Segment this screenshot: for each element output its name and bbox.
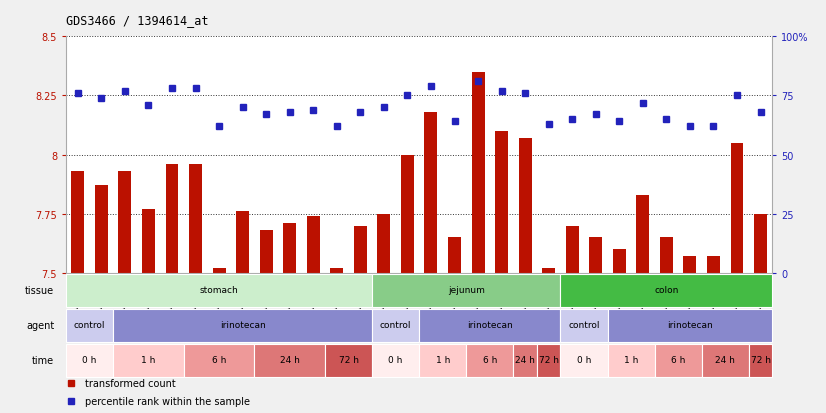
Bar — [448, 238, 461, 273]
Text: 6 h: 6 h — [212, 355, 226, 364]
Bar — [66, 309, 113, 342]
Bar — [537, 344, 561, 377]
Text: agent: agent — [26, 320, 55, 331]
Text: 24 h: 24 h — [515, 355, 535, 364]
Bar — [118, 172, 131, 273]
Bar — [425, 113, 438, 273]
Bar — [165, 165, 178, 273]
Text: GDS3466 / 1394614_at: GDS3466 / 1394614_at — [66, 14, 209, 27]
Bar — [608, 344, 655, 377]
Bar — [259, 231, 273, 273]
Bar — [113, 309, 373, 342]
Bar — [613, 250, 626, 273]
Text: stomach: stomach — [200, 286, 239, 294]
Bar — [702, 344, 749, 377]
Bar — [254, 344, 325, 377]
Text: 72 h: 72 h — [751, 355, 771, 364]
Bar — [95, 186, 108, 273]
Text: control: control — [568, 320, 600, 330]
Bar — [589, 238, 602, 273]
Text: 0 h: 0 h — [83, 355, 97, 364]
Bar — [283, 224, 297, 273]
Bar — [561, 274, 772, 308]
Text: 0 h: 0 h — [388, 355, 403, 364]
Bar — [71, 172, 84, 273]
Bar — [401, 155, 414, 273]
Bar — [189, 165, 202, 273]
Text: 24 h: 24 h — [715, 355, 735, 364]
Bar — [466, 344, 514, 377]
Bar — [749, 344, 772, 377]
Bar — [372, 309, 420, 342]
Bar — [730, 143, 743, 273]
Text: colon: colon — [654, 286, 679, 294]
Bar — [561, 309, 608, 342]
Text: control: control — [380, 320, 411, 330]
Bar — [472, 73, 485, 273]
Bar — [420, 309, 561, 342]
Bar — [707, 257, 720, 273]
Bar — [542, 268, 555, 273]
Bar — [372, 274, 561, 308]
Text: 1 h: 1 h — [624, 355, 638, 364]
Bar — [561, 344, 608, 377]
Text: tissue: tissue — [25, 286, 55, 296]
Text: 6 h: 6 h — [671, 355, 686, 364]
Bar — [566, 226, 579, 273]
Bar — [142, 209, 155, 273]
Text: irinotecan: irinotecan — [667, 320, 713, 330]
Text: irinotecan: irinotecan — [467, 320, 513, 330]
Text: 0 h: 0 h — [577, 355, 591, 364]
Bar — [183, 344, 254, 377]
Bar — [325, 344, 372, 377]
Bar — [66, 274, 372, 308]
Bar — [212, 268, 225, 273]
Bar — [683, 257, 696, 273]
Bar — [420, 344, 466, 377]
Text: 24 h: 24 h — [280, 355, 300, 364]
Bar — [306, 217, 320, 273]
Bar — [495, 132, 508, 273]
Bar — [660, 238, 673, 273]
Bar — [113, 344, 184, 377]
Text: transformed count: transformed count — [85, 379, 176, 389]
Text: 1 h: 1 h — [435, 355, 450, 364]
Bar — [514, 344, 537, 377]
Text: time: time — [32, 356, 55, 366]
Bar — [236, 212, 249, 273]
Text: jejunum: jejunum — [448, 286, 485, 294]
Bar — [354, 226, 367, 273]
Bar — [519, 139, 532, 273]
Text: percentile rank within the sample: percentile rank within the sample — [85, 396, 250, 406]
Bar — [66, 344, 113, 377]
Bar — [372, 344, 420, 377]
Text: 6 h: 6 h — [482, 355, 497, 364]
Text: 1 h: 1 h — [141, 355, 155, 364]
Text: control: control — [74, 320, 106, 330]
Bar — [608, 309, 772, 342]
Text: irinotecan: irinotecan — [220, 320, 265, 330]
Bar — [754, 214, 767, 273]
Bar — [636, 195, 649, 273]
Text: 72 h: 72 h — [339, 355, 358, 364]
Bar — [330, 268, 344, 273]
Bar — [377, 214, 391, 273]
Bar — [655, 344, 702, 377]
Text: 72 h: 72 h — [539, 355, 558, 364]
